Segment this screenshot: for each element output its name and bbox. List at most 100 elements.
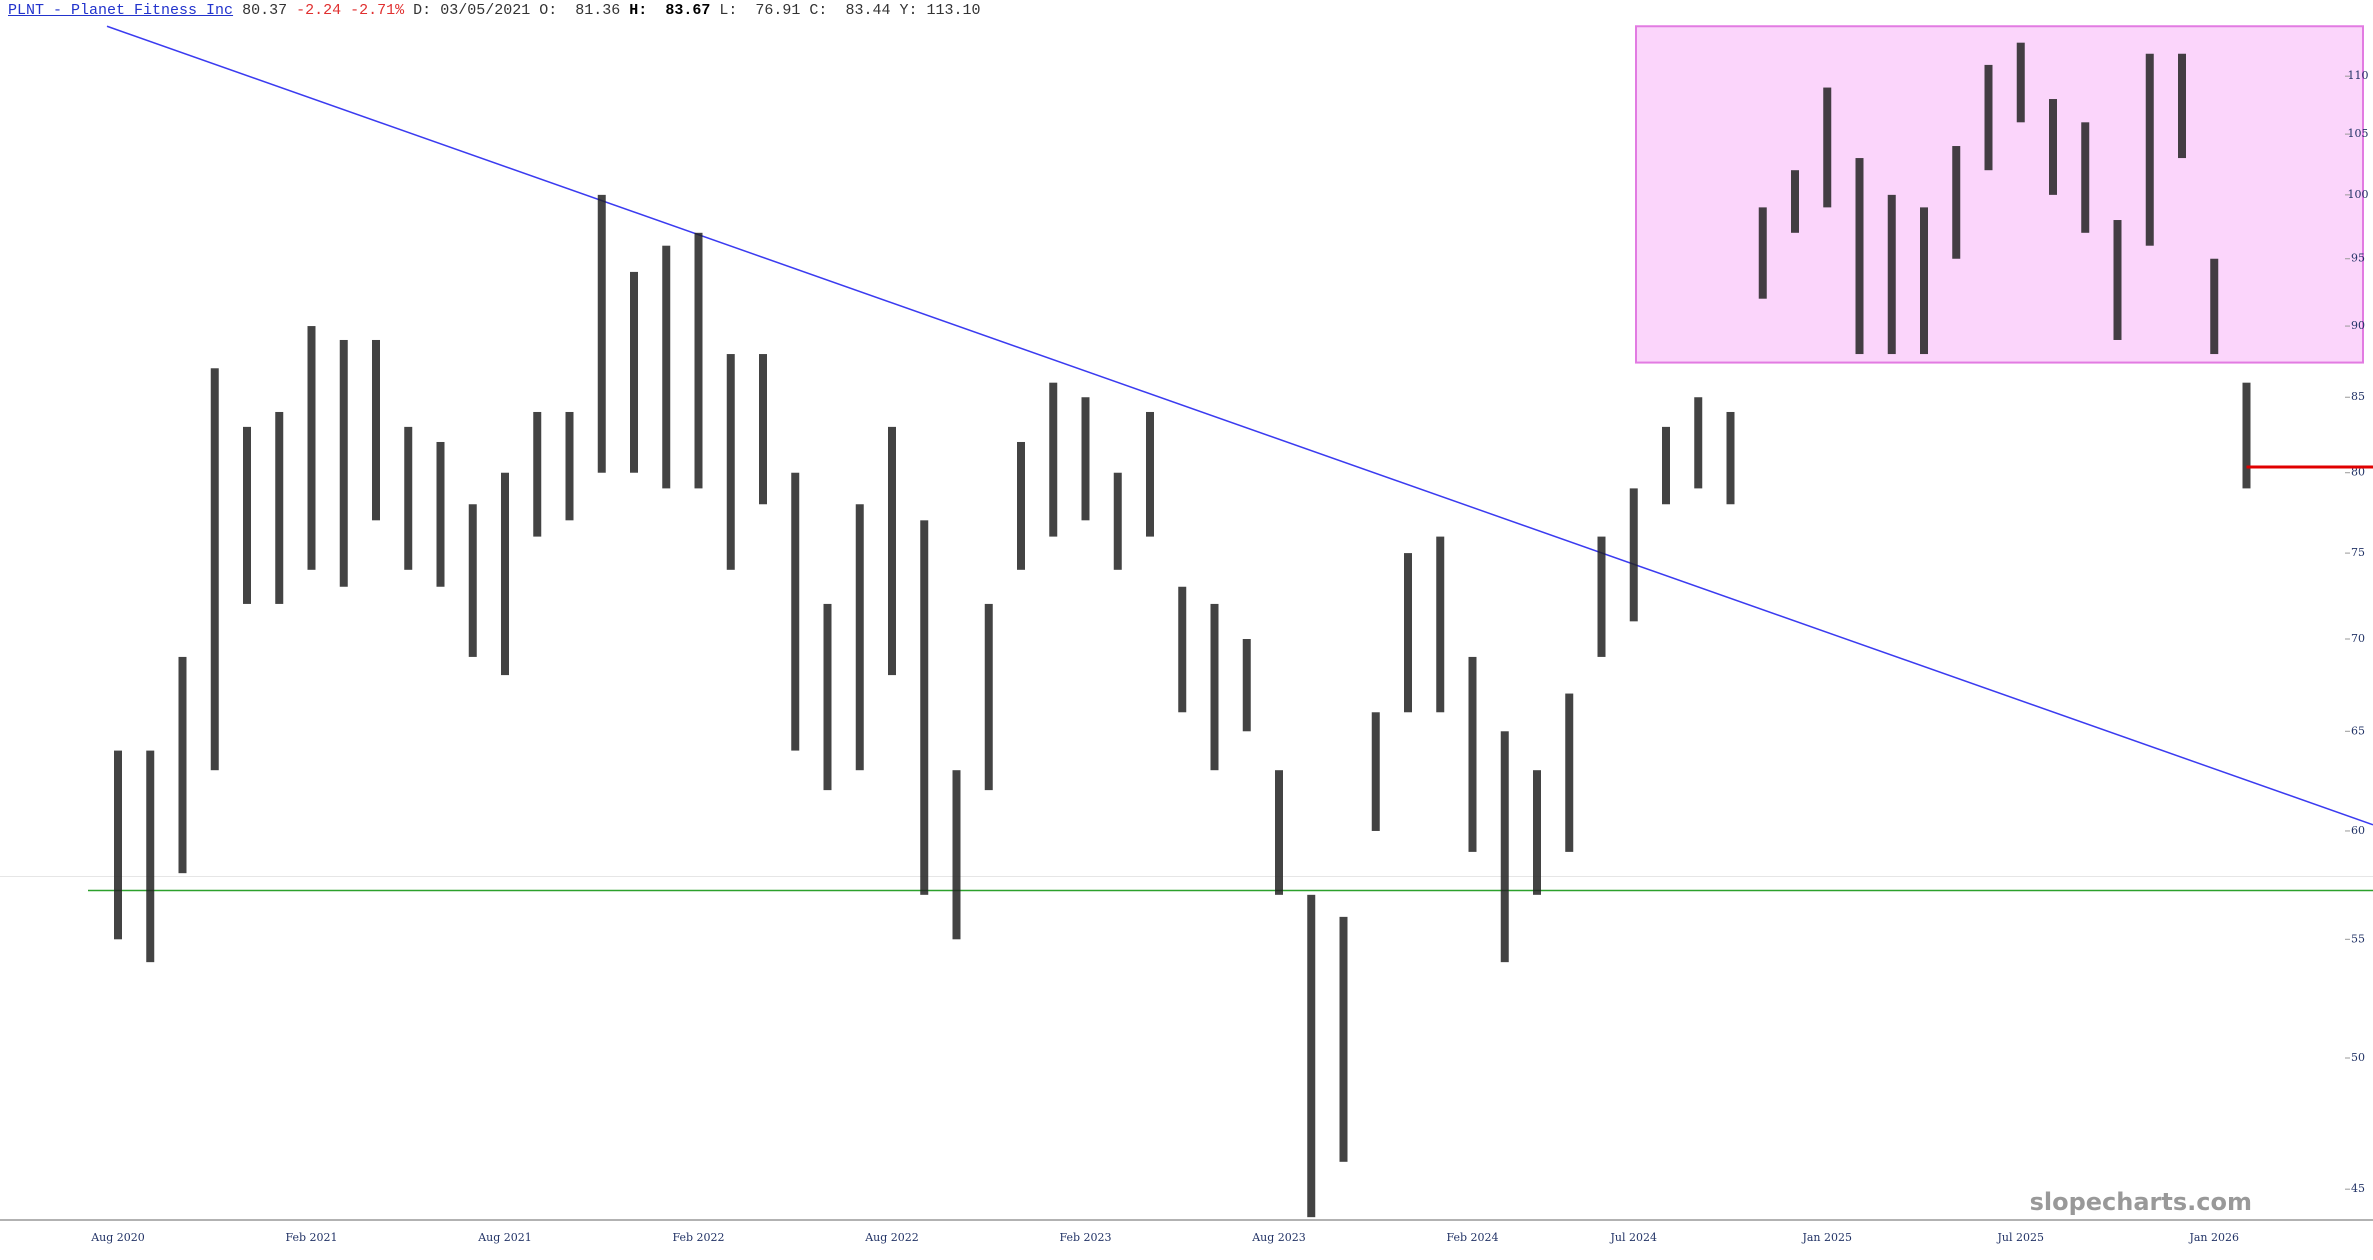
price-bar xyxy=(1307,894,1316,1218)
price-bar xyxy=(1146,411,1154,537)
price-bar xyxy=(823,603,832,791)
price-bar xyxy=(2113,220,2122,340)
price-bar xyxy=(1629,488,1638,622)
price-bar xyxy=(1404,553,1412,713)
y-tick-label: 95 xyxy=(2351,252,2365,265)
x-tick-label: Feb 2023 xyxy=(1059,1231,1111,1244)
price-bar xyxy=(1113,472,1122,570)
price-bar xyxy=(1984,64,1993,171)
c-label: C: xyxy=(809,2,828,19)
l-label: L: xyxy=(719,2,738,19)
y-tick-label: 60 xyxy=(2351,824,2365,837)
price: 80.37 xyxy=(242,2,288,19)
price-bar xyxy=(1662,426,1670,505)
price-bar xyxy=(1791,170,1799,233)
price-bar xyxy=(210,368,219,771)
y-tick-label: 110 xyxy=(2348,69,2369,82)
x-tick-label: Jan 2026 xyxy=(2188,1231,2239,1244)
date: 03/05/2021 xyxy=(440,2,531,19)
price-bar xyxy=(726,354,735,570)
price-bar xyxy=(1887,194,1896,355)
price-bar xyxy=(1275,770,1283,895)
price-bar xyxy=(2210,258,2219,355)
price-bar xyxy=(984,603,993,791)
price-bar xyxy=(2049,99,2057,195)
y-tick-label: 80 xyxy=(2351,466,2365,479)
x-tick-label: Feb 2024 xyxy=(1446,1231,1498,1244)
price-bar xyxy=(1339,916,1348,1162)
y-tick-label: 65 xyxy=(2351,724,2365,737)
h-label: H: xyxy=(629,2,648,19)
price-bar xyxy=(1500,731,1509,963)
price-bar xyxy=(662,245,671,489)
y-tick-label: 100 xyxy=(2348,188,2369,201)
d-label: D: xyxy=(413,2,432,19)
symbol[interactable]: PLNT - Planet Fitness Inc xyxy=(8,2,234,19)
x-tick-label: Aug 2023 xyxy=(1251,1231,1306,1244)
x-tick-label: Aug 2022 xyxy=(864,1231,919,1244)
header: PLNT - Planet Fitness Inc 80.37 -2.24 -2… xyxy=(8,2,981,19)
price-bar xyxy=(436,441,445,587)
price-bar xyxy=(1049,382,1058,537)
x-tick-label: Aug 2020 xyxy=(90,1231,145,1244)
price-bar xyxy=(1017,441,1025,570)
close: 83.44 xyxy=(845,2,891,19)
price-bar xyxy=(920,520,929,895)
y-tick-label: 55 xyxy=(2351,932,2365,945)
y-value: 113.10 xyxy=(926,2,981,19)
y-tick-label: 50 xyxy=(2351,1051,2365,1064)
price-bar xyxy=(1371,712,1380,831)
price-bar xyxy=(1436,536,1445,713)
price-bar xyxy=(1855,158,1864,355)
price-bar xyxy=(565,411,574,521)
y-tick-label: 45 xyxy=(2351,1182,2365,1195)
y-label: Y: xyxy=(899,2,918,19)
o-label: O: xyxy=(539,2,558,19)
price-bar xyxy=(791,472,800,751)
price-bar xyxy=(501,472,509,676)
trend-line xyxy=(106,25,2373,826)
price-bar xyxy=(1823,87,1832,208)
price-bar xyxy=(1597,536,1606,657)
price-bar xyxy=(114,750,122,940)
price-bar xyxy=(307,326,316,570)
price-bar xyxy=(1952,146,1961,259)
price-bar xyxy=(952,770,961,940)
price-bar xyxy=(759,354,767,505)
price-bar xyxy=(1178,586,1187,713)
x-tick-label: Aug 2021 xyxy=(477,1231,532,1244)
price-bar xyxy=(372,339,380,521)
price-bar xyxy=(597,194,606,473)
price-bar xyxy=(694,232,703,489)
x-tick-label: Jul 2025 xyxy=(1996,1231,2044,1244)
y-tick-label: 85 xyxy=(2351,390,2365,403)
price-bar xyxy=(1210,603,1219,771)
price-bar xyxy=(1468,656,1477,852)
price-bar xyxy=(2016,42,2025,123)
price-bar xyxy=(1758,207,1767,299)
price-bar xyxy=(2242,382,2251,489)
y-tick-label: 70 xyxy=(2351,632,2365,645)
y-tick-label: 90 xyxy=(2351,319,2365,332)
watermark: slopecharts.com xyxy=(2030,1188,2252,1216)
price-bar xyxy=(275,411,284,604)
price-bar xyxy=(2081,122,2090,233)
price-bar xyxy=(888,426,896,676)
price-bar xyxy=(404,426,413,570)
x-tick-label: Jan 2025 xyxy=(1801,1231,1852,1244)
price-bar xyxy=(2178,53,2186,159)
y-tick-label: 75 xyxy=(2351,546,2365,559)
price-bar xyxy=(533,411,542,537)
y-tick-label: 105 xyxy=(2348,127,2369,140)
price-bar xyxy=(2145,53,2154,246)
price-bar xyxy=(468,504,477,657)
price-bar xyxy=(1565,693,1574,852)
price-bar xyxy=(243,426,251,604)
price-bar xyxy=(339,339,348,587)
x-tick-label: Feb 2022 xyxy=(672,1231,724,1244)
price-bar xyxy=(1920,207,1928,355)
x-tick-label: Feb 2021 xyxy=(285,1231,337,1244)
change: -2.24 xyxy=(296,2,342,19)
